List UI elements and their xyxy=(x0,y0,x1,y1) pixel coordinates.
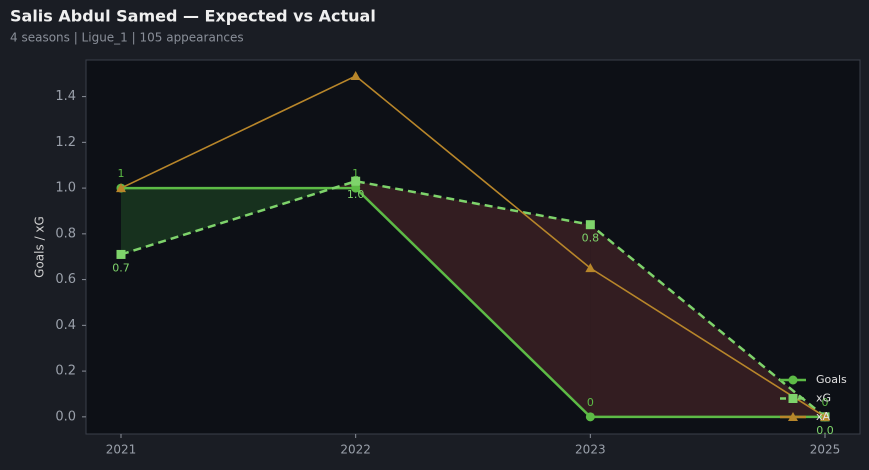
point xyxy=(116,183,126,193)
legend-marker xyxy=(788,375,798,385)
point xyxy=(116,249,126,259)
data-label: 1.0 xyxy=(347,188,365,201)
point xyxy=(585,412,595,422)
point xyxy=(820,411,830,421)
y-tick-label: 0.8 xyxy=(55,226,76,241)
diff-fill xyxy=(590,224,825,417)
y-tick-label: 0.2 xyxy=(55,364,76,379)
line xyxy=(121,186,825,419)
x-tick-label: 2025 xyxy=(810,443,841,457)
point xyxy=(351,176,361,186)
data-label: 0.7 xyxy=(112,261,130,274)
data-label: 0 xyxy=(822,396,829,409)
point xyxy=(585,263,596,273)
data-label: 0 xyxy=(587,396,594,409)
x-tick-label: 2021 xyxy=(106,443,137,457)
data-label: 1 xyxy=(352,167,359,180)
line xyxy=(120,179,826,418)
point xyxy=(351,183,361,193)
plot-area xyxy=(85,59,861,435)
legend-label: xG xyxy=(816,392,831,405)
y-tick-label: 0.0 xyxy=(55,409,76,424)
y-tick-label: 1.0 xyxy=(55,181,76,196)
y-tick-label: 0.6 xyxy=(55,272,76,287)
chart-subtitle: 4 seasons | Ligue_1 | 105 appearances xyxy=(10,31,244,45)
legend-label: Goals xyxy=(816,373,847,386)
y-axis-label: Goals / xG xyxy=(33,216,47,278)
y-tick-label: 1.2 xyxy=(55,135,76,150)
data-label: 0.0 xyxy=(816,424,834,437)
legend-label: xA xyxy=(816,410,831,423)
point xyxy=(585,220,595,230)
point xyxy=(350,71,361,81)
data-label: 0.8 xyxy=(582,232,600,245)
x-tick-label: 2023 xyxy=(575,443,606,457)
line xyxy=(120,75,826,418)
x-tick-label: 2022 xyxy=(340,443,371,457)
data-label: 1 xyxy=(118,167,125,180)
chart-title: Salis Abdul Samed — Expected vs Actual xyxy=(10,7,376,26)
legend-marker xyxy=(788,394,798,403)
legend-marker xyxy=(788,412,798,421)
y-tick-label: 0.4 xyxy=(55,318,76,333)
y-tick-label: 1.4 xyxy=(55,89,76,104)
